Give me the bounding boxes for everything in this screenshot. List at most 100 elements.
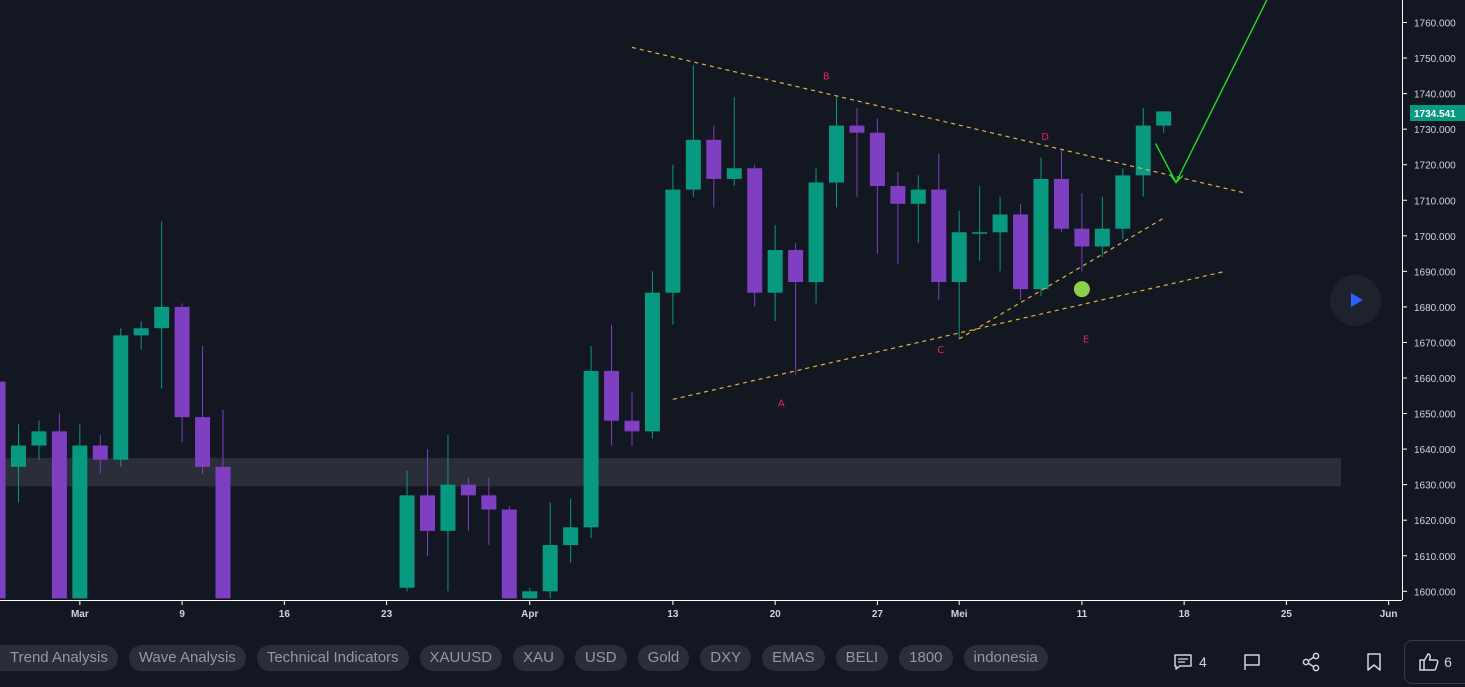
tag-usd[interactable]: USD xyxy=(574,645,627,671)
y-tick-label: 1720.000 xyxy=(1414,161,1456,172)
tag-indonesia[interactable]: indonesia xyxy=(963,645,1048,671)
trendline[interactable] xyxy=(672,270,1226,400)
candle xyxy=(788,242,804,375)
candle-body xyxy=(0,381,6,599)
candle-body xyxy=(869,132,885,187)
tag-trend-analysis[interactable]: Trend Analysis xyxy=(0,645,118,671)
candle-body xyxy=(767,250,783,293)
signal-marker[interactable] xyxy=(1073,281,1090,298)
candle-body xyxy=(747,168,763,293)
candle-body xyxy=(215,466,231,599)
wave-label-a: A xyxy=(778,398,785,409)
current-price-tag xyxy=(1410,105,1465,122)
candle xyxy=(1013,203,1029,300)
bookmark-button[interactable] xyxy=(1364,652,1384,672)
tag-xau[interactable]: XAU xyxy=(513,645,564,671)
candle-body xyxy=(481,495,497,510)
candle-body xyxy=(440,484,456,531)
wave-label-d: D xyxy=(1041,132,1049,143)
y-tick-label: 1690.000 xyxy=(1414,267,1456,278)
price-axis[interactable]: 1760.000 1750.000 1740.000 1730.000 1720.000… xyxy=(1402,19,1465,599)
candle-body xyxy=(113,335,129,460)
candle xyxy=(1156,111,1172,133)
like-button[interactable]: 6 xyxy=(1404,640,1465,684)
candle-body xyxy=(31,431,47,446)
play-button[interactable] xyxy=(1330,275,1381,326)
candle-body xyxy=(583,370,599,528)
candle-body xyxy=(665,189,681,293)
trendline[interactable] xyxy=(631,46,1246,194)
candle-body xyxy=(11,445,26,467)
candle xyxy=(931,154,947,300)
candle xyxy=(522,587,538,599)
candle xyxy=(624,392,640,446)
candle-body xyxy=(1135,125,1151,176)
candle-body xyxy=(92,445,108,460)
candle-body xyxy=(1094,228,1110,247)
y-tick-label: 1670.000 xyxy=(1414,338,1456,349)
play-icon xyxy=(1351,293,1363,307)
tag-1800[interactable]: 1800 xyxy=(899,645,953,671)
tag-technical-indicators[interactable]: Technical Indicators xyxy=(256,645,409,671)
candle xyxy=(685,65,701,197)
candle xyxy=(706,125,722,208)
candle xyxy=(1115,168,1131,240)
y-tick-label: 1640.000 xyxy=(1414,445,1456,456)
x-tick-label: 25 xyxy=(1281,609,1293,620)
y-tick-label: 1740.000 xyxy=(1414,90,1456,101)
candle xyxy=(1033,157,1049,297)
candle-body xyxy=(951,232,967,283)
x-tick-label: 18 xyxy=(1179,609,1191,620)
candle xyxy=(154,221,170,389)
tag-beli[interactable]: BELI xyxy=(835,645,889,671)
candle-body xyxy=(133,328,149,336)
candle-body xyxy=(72,445,88,599)
tag-xauusd[interactable]: XAUUSD xyxy=(419,645,503,671)
tag-wave-analysis[interactable]: Wave Analysis xyxy=(128,645,246,671)
comments-button[interactable]: 4 xyxy=(1173,652,1207,672)
share-icon xyxy=(1302,652,1320,672)
x-tick-label: 9 xyxy=(179,609,185,620)
report-button[interactable] xyxy=(1242,652,1262,672)
candle xyxy=(399,470,415,592)
candle xyxy=(726,97,742,187)
candle-body xyxy=(1074,228,1090,247)
candle-body xyxy=(501,509,517,599)
comment-icon xyxy=(1174,654,1192,670)
y-tick-label: 1600.000 xyxy=(1414,587,1456,598)
x-tick-label: 27 xyxy=(872,609,884,620)
share-button[interactable] xyxy=(1301,652,1321,672)
candle-body xyxy=(604,370,620,421)
candle-body xyxy=(910,189,926,204)
y-tick-label: 1730.000 xyxy=(1414,125,1456,136)
candle-body xyxy=(51,431,67,599)
candle-body xyxy=(195,417,211,467)
y-tick-label: 1750.000 xyxy=(1414,54,1456,65)
candle xyxy=(910,175,926,243)
candle xyxy=(665,164,681,325)
candle-body xyxy=(849,125,865,133)
candle xyxy=(215,409,231,599)
candle xyxy=(1094,196,1110,258)
candle-body xyxy=(890,186,906,204)
candle-body xyxy=(174,306,190,418)
candle-body xyxy=(1033,178,1049,290)
tag-emas[interactable]: EMAS xyxy=(762,645,825,671)
candle xyxy=(31,420,47,460)
x-tick-label: 11 xyxy=(1077,609,1088,620)
candle-body xyxy=(154,306,170,329)
tag-gold[interactable]: Gold xyxy=(637,645,690,671)
wave-label-b: B xyxy=(823,71,830,82)
y-tick-label: 1700.000 xyxy=(1414,232,1456,243)
tag-dxy[interactable]: DXY xyxy=(700,645,752,671)
candle xyxy=(604,324,620,446)
candle-body xyxy=(624,420,640,432)
time-axis[interactable]: Mar 9 16 23 Apr 13 20 27 Mei 11 18 25 Jun xyxy=(71,600,1398,620)
candle xyxy=(583,346,599,538)
candle xyxy=(72,424,88,599)
candle xyxy=(420,449,435,556)
candle xyxy=(1074,193,1090,272)
candle-body xyxy=(1013,214,1029,290)
candle xyxy=(92,434,108,474)
